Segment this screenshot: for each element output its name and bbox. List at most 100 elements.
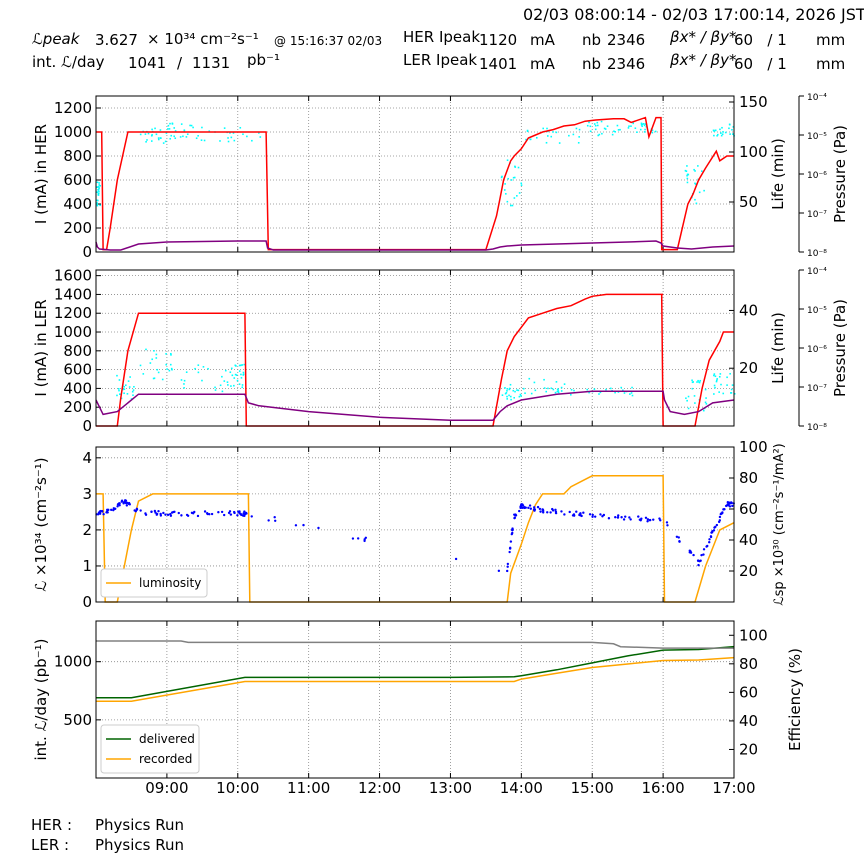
pressure-point xyxy=(221,375,223,378)
specific-point xyxy=(568,510,571,514)
ler-nb-value: 2346 xyxy=(607,55,646,73)
pressure-point xyxy=(568,134,570,137)
pressure-point xyxy=(229,132,231,134)
pressure-point xyxy=(536,136,538,139)
y2-axis-label: ℒsp ×10³⁰ (cm⁻²s⁻¹/mA²) xyxy=(772,443,787,606)
specific-point xyxy=(541,508,544,511)
pressure-point xyxy=(598,393,600,395)
y-tick-label: 2 xyxy=(82,521,92,539)
pressure-point xyxy=(686,399,688,402)
lpeak-value: 3.627 xyxy=(95,31,138,49)
pressure-point xyxy=(686,174,688,177)
pressure-point xyxy=(153,350,155,352)
y2-tick-label: 40 xyxy=(739,712,758,730)
specific-point xyxy=(112,508,115,512)
pressure-point xyxy=(614,130,617,133)
pressure-point xyxy=(598,133,601,136)
pressure-point xyxy=(219,384,222,387)
pressure-point xyxy=(506,388,509,390)
y-tick-label: 600 xyxy=(63,361,92,379)
pressure-point xyxy=(164,140,167,143)
specific-point xyxy=(520,503,523,506)
pressure-point xyxy=(142,373,145,375)
pressure-point xyxy=(522,387,525,390)
pressure-point xyxy=(687,395,690,398)
pressure-point xyxy=(510,179,513,181)
specific-point xyxy=(588,513,592,516)
specific-point xyxy=(133,509,136,512)
pressure-point xyxy=(242,371,245,374)
pressure-point xyxy=(702,409,705,412)
specific-point xyxy=(227,511,231,515)
pressure-point xyxy=(232,132,235,134)
pressure-point xyxy=(241,364,243,366)
pressure-point xyxy=(589,125,592,128)
specific-point xyxy=(274,519,277,522)
pressure-point xyxy=(233,139,236,142)
pressure-point xyxy=(185,136,188,138)
pressure-point xyxy=(513,197,516,199)
specific-point xyxy=(714,525,717,529)
ler-run-label: LER : xyxy=(31,836,70,854)
pressure-point xyxy=(183,383,185,385)
pressure-point xyxy=(729,133,731,135)
pressure-point xyxy=(600,120,603,123)
specific-point xyxy=(529,507,533,510)
pressure-point xyxy=(145,140,147,143)
pressure-point xyxy=(715,379,718,382)
pressure-tick-label: 10⁻⁵ xyxy=(807,306,827,316)
pressure-point xyxy=(513,176,516,179)
pressure-point xyxy=(506,398,509,400)
pressure-point xyxy=(654,130,657,133)
pressure-point xyxy=(603,127,606,130)
pressure-point xyxy=(241,386,244,389)
pressure-point xyxy=(233,377,236,379)
pressure-point xyxy=(97,188,99,191)
pressure-point xyxy=(613,130,615,133)
pressure-point xyxy=(149,362,152,364)
pressure-point xyxy=(132,394,134,397)
specific-point xyxy=(678,540,681,543)
ler-beta-label: βx* / βy* xyxy=(670,51,737,69)
specific-point xyxy=(640,517,643,520)
y2-tick-label: 60 xyxy=(739,683,758,701)
pressure-point xyxy=(617,129,620,131)
pressure-point xyxy=(504,183,506,185)
pressure-point xyxy=(623,392,626,394)
pressure-point xyxy=(558,142,561,144)
pressure-point xyxy=(514,390,516,393)
pressure-point xyxy=(504,387,506,389)
ler-nb-label: nb xyxy=(582,55,602,73)
panel-4 xyxy=(95,620,735,779)
specific-point xyxy=(700,553,703,557)
pressure-point xyxy=(98,187,100,189)
y-tick-label: 3 xyxy=(82,485,92,503)
specific-point xyxy=(665,521,669,524)
pressure-point xyxy=(130,398,133,400)
luminosity-line xyxy=(96,475,735,603)
ler-ipeak-unit: mA xyxy=(530,55,555,73)
specific-point xyxy=(509,540,513,543)
pressure-point xyxy=(169,137,172,140)
pressure-point xyxy=(234,373,237,376)
pressure-point xyxy=(240,377,243,379)
specific-point xyxy=(135,507,139,510)
specific-point xyxy=(150,510,153,514)
pressure-tick-label: 10⁻⁸ xyxy=(807,249,827,259)
pressure-point xyxy=(729,372,731,375)
specific-point xyxy=(624,515,627,518)
pressure-point xyxy=(550,135,553,138)
pressure-point xyxy=(627,127,630,129)
pressure-point xyxy=(692,381,694,383)
specific-point xyxy=(157,509,160,513)
pressure-point xyxy=(98,182,100,184)
pressure-point xyxy=(630,125,632,127)
pressure-point xyxy=(165,353,167,355)
pressure-point xyxy=(157,371,160,374)
panel-3 xyxy=(95,446,735,603)
pressure-point xyxy=(167,124,170,127)
pressure-point xyxy=(508,394,510,397)
y-tick-label: 1000 xyxy=(54,123,92,141)
specific-point xyxy=(106,511,109,514)
int-lumi-delivered: 1041 xyxy=(128,54,167,72)
